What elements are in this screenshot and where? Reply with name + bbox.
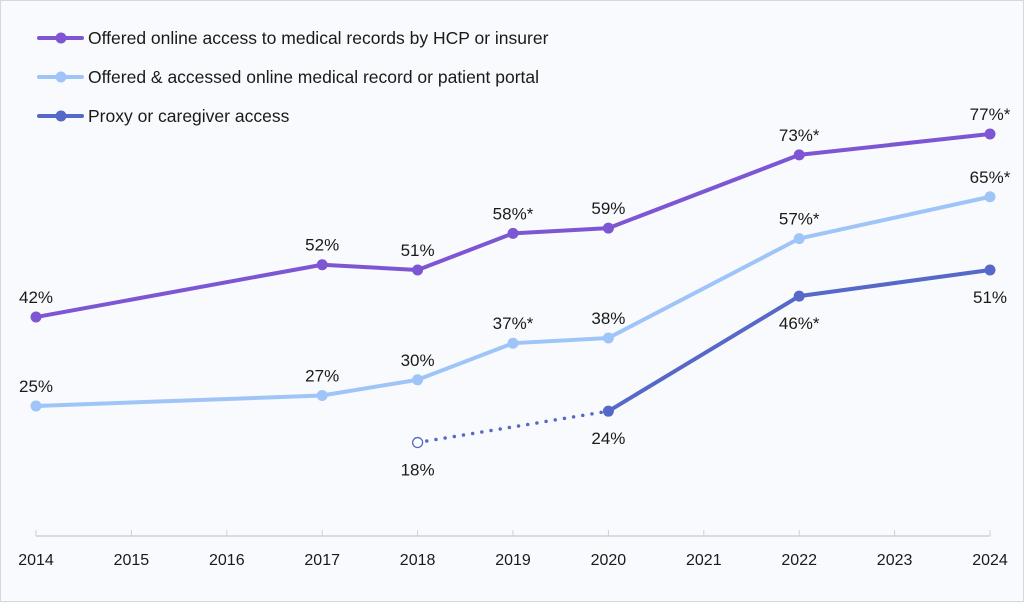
data-label: 77%* xyxy=(970,105,1011,124)
series-2-point xyxy=(793,290,805,302)
series-0-point xyxy=(984,128,996,140)
series-0-segment xyxy=(606,152,802,231)
series-1-segment xyxy=(34,393,325,408)
data-label: 30% xyxy=(401,351,435,370)
data-label: 52% xyxy=(305,236,339,255)
series-1-segment xyxy=(415,341,515,382)
x-tick-label: 2022 xyxy=(781,552,817,569)
data-label: 59% xyxy=(591,199,625,218)
series-0-point xyxy=(316,259,328,271)
series-0-point xyxy=(507,227,519,239)
data-label: 46%* xyxy=(779,314,820,333)
data-label: 38% xyxy=(591,309,625,328)
series-0-segment xyxy=(797,131,992,157)
data-label: 18% xyxy=(401,461,435,480)
series-1-point xyxy=(793,233,805,245)
series-2-point xyxy=(984,264,996,276)
data-label: 51% xyxy=(401,241,435,260)
data-label: 24% xyxy=(591,429,625,448)
legend-marker-0 xyxy=(55,32,67,44)
series-2-point-hollow xyxy=(411,436,424,449)
legend-label-1: Offered & accessed online medical record… xyxy=(88,67,539,87)
series-0-segment xyxy=(511,226,611,236)
legend-marker-2 xyxy=(55,110,67,122)
data-label: 65%* xyxy=(970,168,1011,187)
legend-label-0: Offered online access to medical records… xyxy=(88,28,549,48)
x-tick-label: 2019 xyxy=(495,552,531,569)
series-2-segment xyxy=(797,267,992,299)
x-tick-label: 2020 xyxy=(591,552,627,569)
x-tick-label: 2017 xyxy=(304,552,340,569)
series-0-segment xyxy=(34,262,325,320)
data-label: 25% xyxy=(19,377,53,396)
x-tick-label: 2024 xyxy=(972,552,1008,569)
series-2-segment xyxy=(606,294,802,414)
x-tick-label: 2016 xyxy=(209,552,245,569)
x-tick-label: 2015 xyxy=(114,552,150,569)
series-2-point xyxy=(602,405,614,417)
data-label: 73%* xyxy=(779,126,820,145)
series-1-point xyxy=(507,337,519,349)
x-tick-label: 2021 xyxy=(686,552,722,569)
series-1-point xyxy=(412,374,424,386)
series-1-point xyxy=(316,389,328,401)
data-label: 42% xyxy=(19,288,53,307)
series-1-point xyxy=(30,400,42,412)
series-0-point xyxy=(412,264,424,276)
series-0-segment xyxy=(415,231,515,272)
series-0-segment xyxy=(320,262,420,272)
data-label: 37%* xyxy=(493,314,534,333)
x-tick-label: 2018 xyxy=(400,552,436,569)
series-0-point xyxy=(793,149,805,161)
legend-label-2: Proxy or caregiver access xyxy=(88,106,290,126)
data-label: 51% xyxy=(973,288,1007,307)
data-label: 27% xyxy=(305,366,339,385)
series-1-segment xyxy=(511,335,611,346)
data-label: 58%* xyxy=(493,204,534,223)
series-1-point xyxy=(602,332,614,344)
series-1-segment xyxy=(797,194,992,241)
legend-marker-1 xyxy=(55,71,67,83)
series-0-point xyxy=(602,222,614,234)
series-2-segment xyxy=(415,409,611,445)
series-1-segment xyxy=(320,377,420,398)
x-tick-label: 2023 xyxy=(877,552,913,569)
x-tick-label: 2014 xyxy=(18,552,54,569)
series-0-point xyxy=(30,311,42,323)
series-1-segment xyxy=(606,236,802,340)
series-1-point xyxy=(984,191,996,203)
data-label: 57%* xyxy=(779,210,820,229)
